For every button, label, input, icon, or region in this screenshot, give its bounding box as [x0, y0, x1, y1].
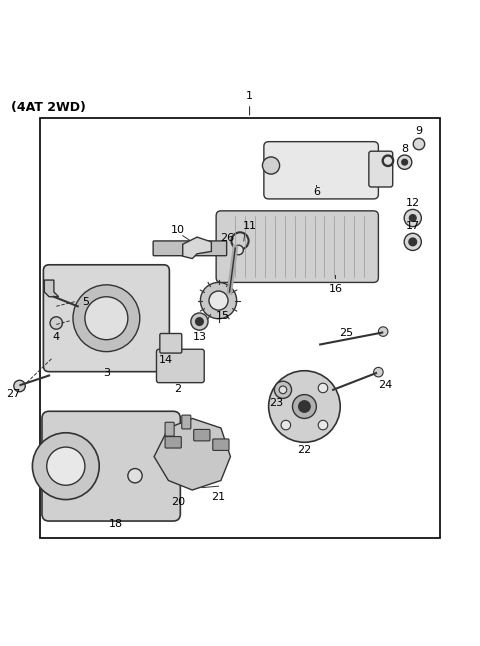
Circle shape — [397, 155, 412, 169]
Circle shape — [275, 381, 291, 399]
FancyBboxPatch shape — [182, 415, 191, 429]
Text: 9: 9 — [415, 126, 422, 136]
Text: 11: 11 — [242, 221, 256, 231]
Text: 1: 1 — [246, 91, 253, 115]
Circle shape — [382, 155, 394, 167]
Polygon shape — [44, 280, 59, 297]
Text: 27: 27 — [6, 389, 21, 399]
FancyBboxPatch shape — [216, 211, 378, 282]
FancyBboxPatch shape — [194, 430, 210, 441]
Circle shape — [85, 297, 128, 340]
Text: 18: 18 — [109, 519, 123, 528]
Text: 3: 3 — [103, 368, 110, 379]
Circle shape — [402, 160, 408, 165]
FancyBboxPatch shape — [156, 349, 204, 382]
Polygon shape — [154, 419, 230, 490]
Circle shape — [384, 158, 391, 164]
Text: 24: 24 — [378, 380, 393, 390]
FancyBboxPatch shape — [153, 241, 227, 256]
Circle shape — [318, 421, 328, 430]
Text: 10: 10 — [171, 225, 185, 234]
Circle shape — [292, 395, 316, 419]
Text: 6: 6 — [313, 187, 320, 197]
Circle shape — [318, 383, 328, 393]
Text: 13: 13 — [192, 331, 206, 342]
FancyBboxPatch shape — [43, 265, 169, 371]
FancyBboxPatch shape — [42, 412, 180, 521]
Text: 5: 5 — [83, 297, 89, 306]
Circle shape — [279, 386, 287, 393]
Circle shape — [50, 317, 62, 329]
Text: 14: 14 — [159, 355, 173, 366]
Text: 26: 26 — [220, 233, 234, 243]
Text: 20: 20 — [171, 497, 185, 507]
Circle shape — [409, 238, 417, 245]
Text: 2: 2 — [174, 384, 181, 393]
Text: 21: 21 — [212, 492, 226, 503]
Polygon shape — [171, 447, 180, 485]
Text: 23: 23 — [269, 399, 283, 408]
Circle shape — [14, 380, 25, 391]
Circle shape — [191, 313, 208, 330]
Polygon shape — [183, 237, 211, 258]
Circle shape — [404, 209, 421, 227]
FancyBboxPatch shape — [165, 422, 174, 436]
Circle shape — [263, 157, 280, 174]
Circle shape — [281, 383, 290, 393]
Text: 16: 16 — [328, 284, 342, 294]
Circle shape — [209, 291, 228, 310]
Circle shape — [234, 245, 243, 255]
Text: 15: 15 — [216, 311, 230, 321]
Circle shape — [373, 368, 383, 377]
Text: 4: 4 — [53, 331, 60, 342]
Circle shape — [200, 282, 237, 318]
Circle shape — [281, 421, 290, 430]
Circle shape — [33, 433, 99, 499]
FancyBboxPatch shape — [160, 333, 182, 353]
Circle shape — [128, 468, 142, 483]
Text: 8: 8 — [401, 143, 408, 154]
FancyBboxPatch shape — [165, 437, 181, 448]
Text: 25: 25 — [339, 328, 353, 339]
Circle shape — [378, 327, 388, 337]
Circle shape — [409, 214, 416, 222]
Circle shape — [299, 401, 310, 412]
Text: 12: 12 — [406, 198, 420, 207]
Circle shape — [269, 371, 340, 443]
FancyBboxPatch shape — [369, 151, 393, 187]
FancyBboxPatch shape — [264, 141, 378, 199]
Circle shape — [413, 138, 425, 150]
Text: 17: 17 — [406, 221, 420, 231]
Text: (4AT 2WD): (4AT 2WD) — [11, 101, 86, 114]
Text: 22: 22 — [297, 444, 312, 455]
Circle shape — [47, 447, 85, 485]
FancyBboxPatch shape — [213, 439, 229, 450]
Circle shape — [196, 318, 203, 326]
Circle shape — [73, 285, 140, 351]
Circle shape — [404, 233, 421, 251]
